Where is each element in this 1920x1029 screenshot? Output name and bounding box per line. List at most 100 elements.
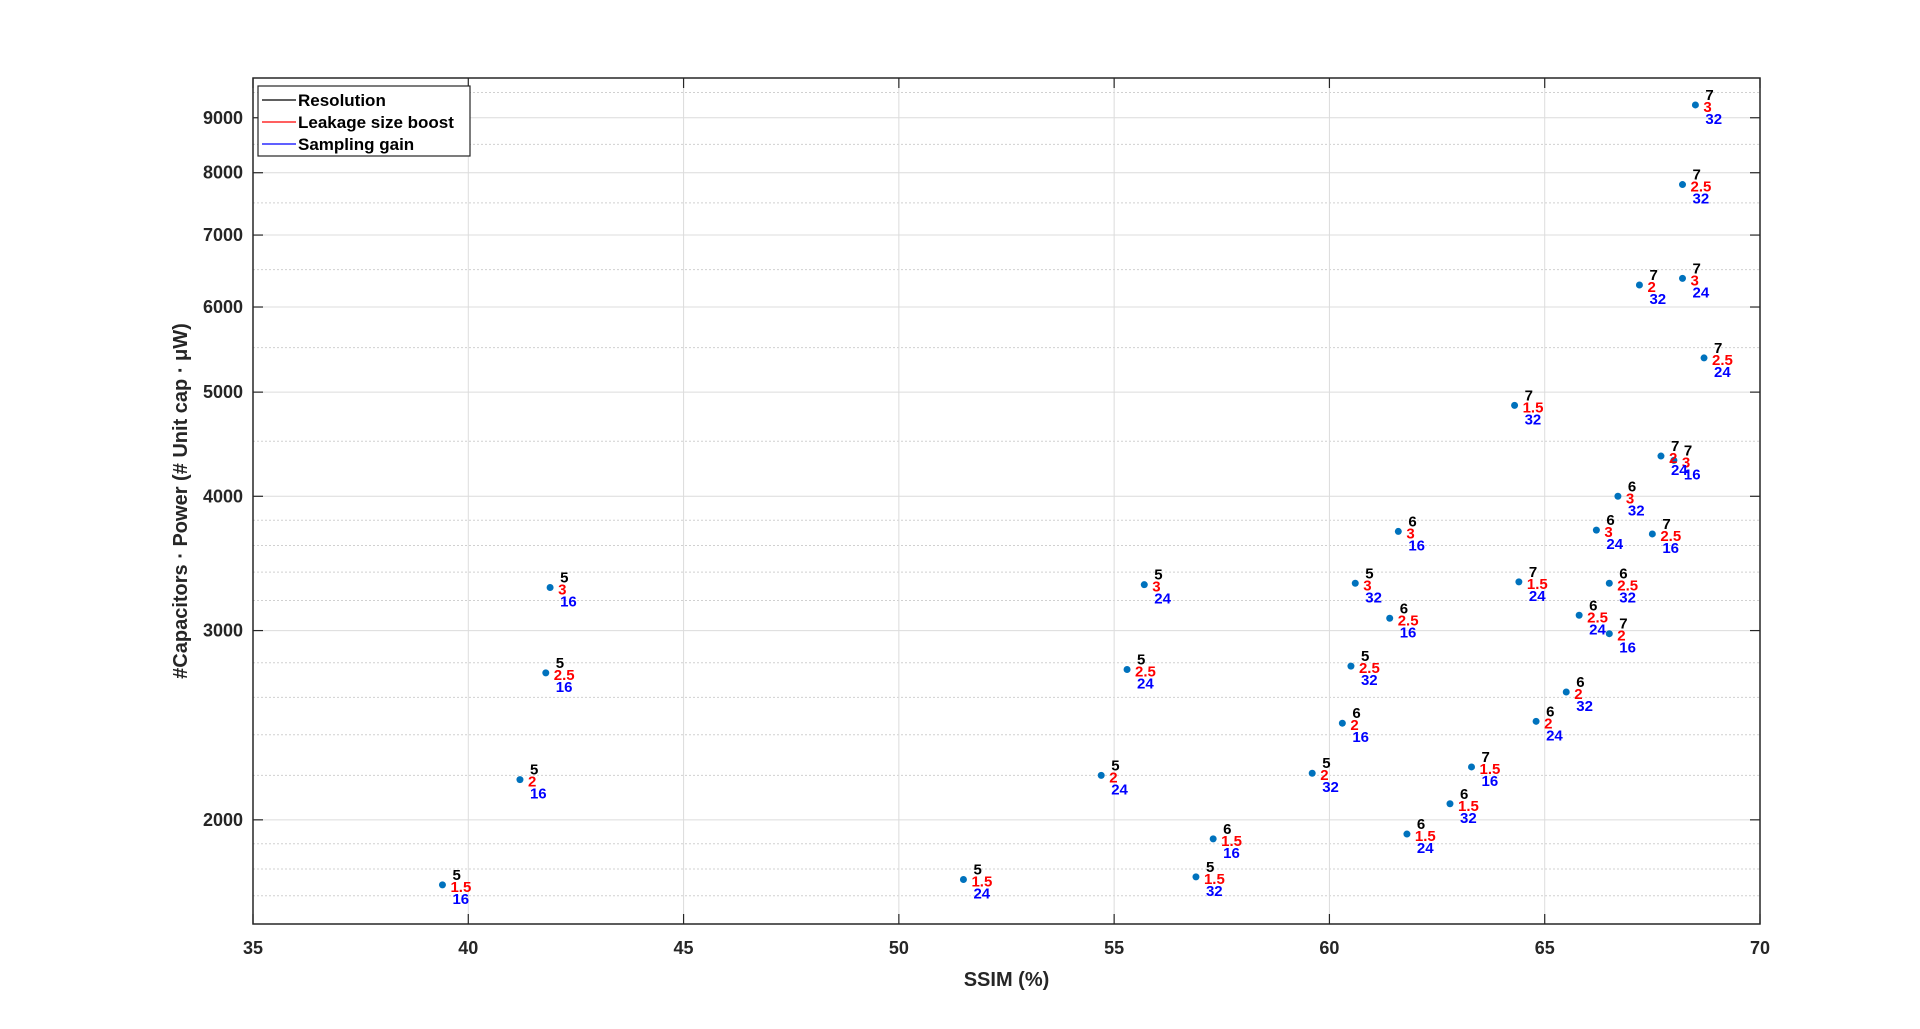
x-tick-label: 35: [243, 938, 263, 958]
y-tick-label: 2000: [203, 810, 243, 830]
point-label-resolution: 5: [556, 655, 564, 672]
grid: [252, 78, 1761, 924]
point-label-leakage-boost: 2: [1669, 450, 1677, 467]
point-label-leakage-boost: 3: [1604, 524, 1612, 541]
point-label-resolution: 7: [1482, 749, 1490, 766]
point-label-leakage-boost: 2.5: [1398, 612, 1419, 629]
point-label-resolution: 6: [1223, 821, 1231, 838]
point-label-leakage-boost: 3: [1406, 525, 1414, 542]
point-label-resolution: 5: [530, 762, 538, 779]
point-label-sampling-gain: 24: [1529, 588, 1546, 605]
point-label-sampling-gain: 16: [560, 593, 577, 610]
data-point-marker: [1700, 354, 1708, 362]
data-point-marker: [1140, 581, 1148, 589]
point-label-leakage-boost: 2.5: [1712, 352, 1733, 369]
data-point-group: 61.524: [1403, 816, 1436, 857]
point-label-resolution: 5: [1361, 648, 1369, 665]
point-label-resolution: 7: [1649, 267, 1657, 284]
y-tick-label: 8000: [203, 163, 243, 183]
point-label-resolution: 7: [1692, 260, 1700, 277]
point-label-sampling-gain: 24: [1606, 536, 1623, 553]
point-label-leakage-boost: 2: [528, 774, 536, 791]
data-point-marker: [1446, 800, 1454, 808]
point-label-sampling-gain: 24: [1111, 781, 1128, 798]
x-tick-label: 65: [1535, 938, 1555, 958]
x-tick-label: 50: [889, 938, 909, 958]
point-label-sampling-gain: 32: [1361, 672, 1378, 689]
x-axis-label: SSIM (%): [964, 969, 1050, 991]
data-point-group: 72.524: [1700, 340, 1733, 381]
data-point-group: 62.524: [1575, 597, 1608, 638]
y-tick-label: 6000: [203, 297, 243, 317]
data-point-group: 62.516: [1386, 600, 1419, 641]
point-label-leakage-boost: 1.5: [971, 874, 992, 891]
point-label-sampling-gain: 16: [1223, 845, 1240, 862]
data-point-marker: [1678, 181, 1686, 189]
point-label-sampling-gain: 32: [1692, 191, 1709, 208]
point-label-leakage-boost: 1.5: [1523, 399, 1544, 416]
data-point-group: 52.524: [1123, 651, 1156, 692]
plot-frame: [252, 77, 1761, 925]
y-tick-label: 7000: [203, 225, 243, 245]
legend: Resolution Leakage size boost Sampling gai…: [257, 85, 471, 157]
data-point-marker: [1515, 578, 1523, 586]
data-point-marker: [1614, 492, 1622, 500]
point-label-resolution: 6: [1400, 600, 1408, 617]
data-point-group: 71.524: [1515, 564, 1548, 605]
point-label-leakage-boost: 3: [1363, 577, 1371, 594]
point-label-sampling-gain: 32: [1525, 411, 1542, 428]
point-label-leakage-boost: 2.5: [1359, 660, 1380, 677]
point-label-leakage-boost: 2.5: [554, 667, 575, 684]
point-label-resolution: 7: [1692, 167, 1700, 184]
y-tick-label: 4000: [203, 486, 243, 506]
point-label-resolution: 6: [1619, 565, 1627, 582]
data-point-marker: [1338, 719, 1346, 727]
data-point-marker: [1532, 717, 1540, 725]
point-label-resolution: 7: [1671, 438, 1679, 455]
data-point-group: 52.516: [542, 655, 575, 696]
data-point-marker: [1403, 830, 1411, 838]
point-label-leakage-boost: 3: [1703, 99, 1711, 116]
data-point-marker: [1670, 456, 1678, 464]
point-label-leakage-boost: 3: [1626, 490, 1634, 507]
point-label-sampling-gain: 16: [1408, 537, 1425, 554]
data-point-group: 72.532: [1678, 167, 1711, 208]
data-point-marker: [1635, 281, 1643, 289]
point-label-leakage-boost: 2: [1350, 717, 1358, 734]
x-tick-label: 40: [458, 938, 478, 958]
point-label-leakage-boost: 1.5: [1480, 761, 1501, 778]
point-label-leakage-boost: 2.5: [1660, 528, 1681, 545]
point-label-resolution: 5: [1365, 565, 1373, 582]
point-label-sampling-gain: 32: [1576, 698, 1593, 715]
data-point-marker: [1562, 688, 1570, 696]
data-point-group: 71.516: [1468, 749, 1500, 790]
point-label-resolution: 5: [1206, 859, 1214, 876]
point-label-leakage-boost: 2.5: [1135, 663, 1156, 680]
point-label-resolution: 5: [560, 569, 568, 586]
data-point-marker: [1123, 665, 1131, 673]
data-point-marker: [959, 876, 967, 884]
point-label-resolution: 6: [1628, 478, 1636, 495]
data-point-marker: [1209, 835, 1217, 843]
data-point-marker: [546, 583, 554, 591]
point-label-sampling-gain: 16: [1684, 466, 1701, 483]
data-point-marker: [1648, 530, 1656, 538]
point-label-sampling-gain: 24: [1714, 364, 1731, 381]
point-label-leakage-boost: 2.5: [1617, 577, 1638, 594]
x-tick-label: 70: [1750, 938, 1770, 958]
x-tick-label: 45: [674, 938, 694, 958]
point-label-resolution: 7: [1684, 442, 1692, 459]
point-label-sampling-gain: 24: [973, 886, 990, 903]
data-point-marker: [542, 669, 550, 677]
point-label-leakage-boost: 1.5: [1415, 828, 1436, 845]
point-label-resolution: 7: [1662, 516, 1670, 533]
point-label-sampling-gain: 16: [1662, 540, 1679, 557]
data-point-group: 52.532: [1347, 648, 1380, 689]
y-ticks: 2000 3000 4000 5000 6000 7000 8000 9000: [203, 108, 1760, 830]
legend-label: Leakage size boost: [298, 113, 454, 132]
